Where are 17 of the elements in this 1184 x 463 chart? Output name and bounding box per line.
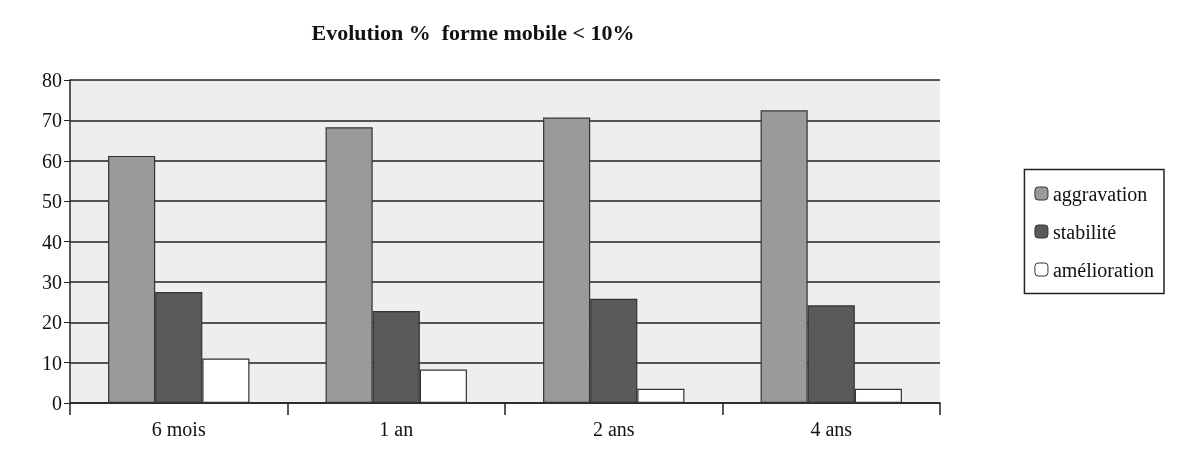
- legend-label: stabilité: [1052, 220, 1117, 243]
- x-tick-label: 4 ans: [810, 418, 853, 440]
- y-tick-label: 70: [42, 109, 62, 132]
- y-tick-label: 10: [42, 351, 62, 374]
- chart-title: Evolution % forme mobile < 10%: [311, 19, 635, 45]
- y-tick-label: 0: [52, 392, 62, 414]
- y-tick-label: 80: [42, 69, 62, 91]
- y-tick-label: 30: [42, 270, 62, 293]
- legend-label: aggravation: [1052, 182, 1148, 206]
- y-tick-label: 60: [42, 149, 62, 172]
- x-tick-label: 1 an: [379, 418, 414, 440]
- legend-label: amélioration: [1052, 258, 1154, 281]
- y-tick-label: 50: [42, 190, 62, 213]
- x-tick-label: 6 mois: [151, 418, 206, 440]
- x-tick-label: 2 ans: [592, 418, 635, 440]
- y-tick-label: 20: [42, 311, 62, 334]
- y-tick-label: 40: [42, 230, 62, 253]
